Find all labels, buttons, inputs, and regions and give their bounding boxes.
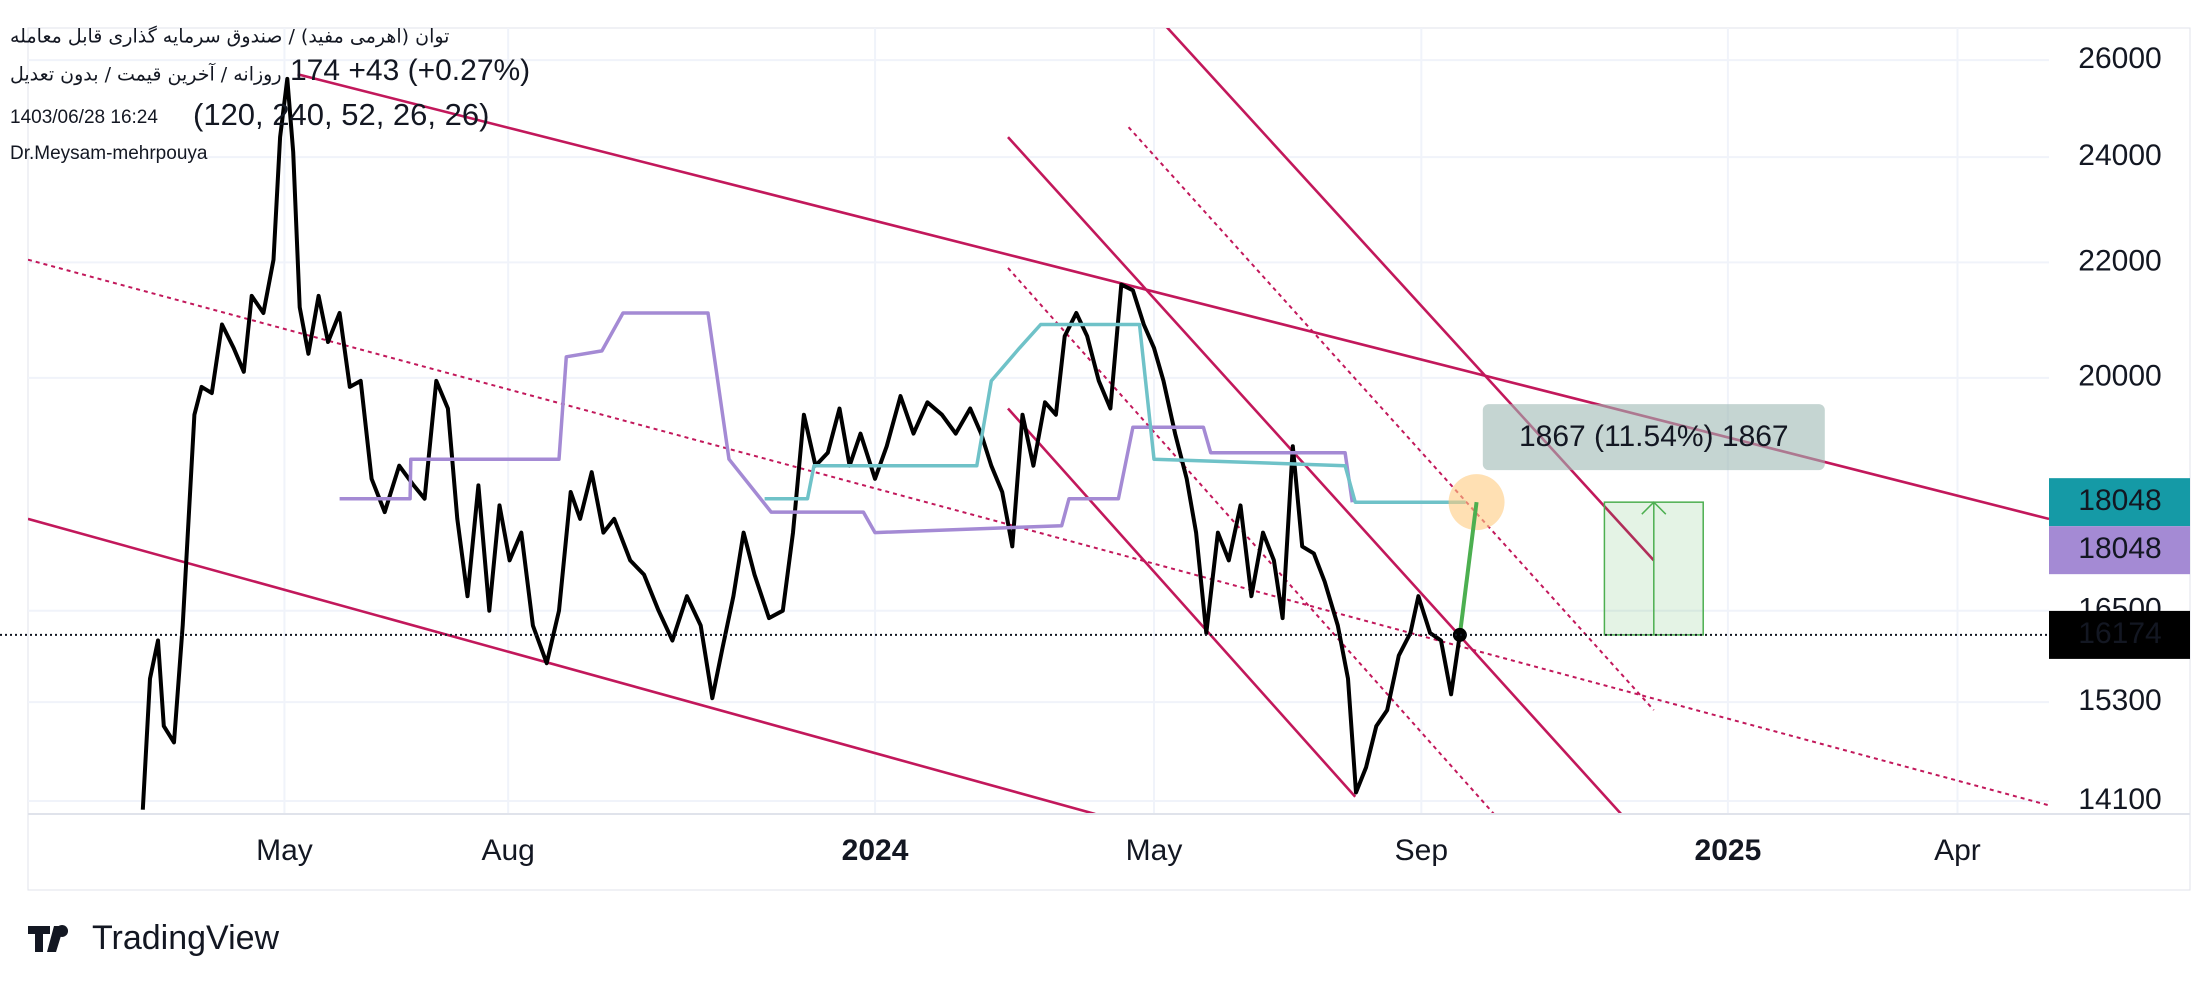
- y-tick-label: 14100: [2078, 783, 2161, 816]
- series-line: [140, 76, 1462, 810]
- trend-line: [1007, 407, 1357, 798]
- params: (120, 240, 52, 26, 26): [193, 97, 489, 132]
- x-tick-label: Apr: [1934, 834, 1981, 867]
- brand: TradingView: [92, 919, 280, 957]
- measure-label-box: [1482, 404, 1825, 471]
- trend-line: [1165, 28, 1655, 562]
- series-line: [764, 322, 1466, 504]
- y-tick-label: 24000: [2078, 139, 2161, 172]
- author: Dr.Meysam-mehrpouya: [10, 143, 208, 164]
- price-label-box: [2049, 526, 2190, 575]
- price-label-box: [2049, 610, 2190, 659]
- measure-label: 1867 (11.54%) 1867: [1519, 420, 1789, 453]
- quote: 174 +43 (+0.27%): [290, 54, 530, 87]
- x-tick-label: 2025: [1695, 834, 1762, 867]
- trend-line: [1007, 267, 1495, 814]
- title: توان (اهرمی مفید) / صندوق سرمایه گذاری ق…: [10, 25, 449, 48]
- brand-logo: [28, 925, 69, 952]
- price-label: 16174: [2078, 617, 2161, 650]
- x-tick-label: May: [1126, 834, 1183, 867]
- series-line: [339, 311, 1355, 535]
- x-tick-label: May: [256, 834, 313, 867]
- x-tick-label: 2024: [842, 834, 909, 867]
- interval: روزانه / آخرین قیمت / بدون تعدیل: [10, 62, 282, 86]
- chart-frame: [27, 27, 2191, 891]
- price-label: 18048: [2078, 484, 2161, 517]
- trend-line: [1007, 136, 1623, 814]
- last-point: [1452, 627, 1467, 642]
- y-tick-label: 20000: [2078, 360, 2161, 393]
- x-tick-label: Aug: [481, 834, 534, 867]
- trend-line: [1127, 126, 1655, 711]
- y-tick-label: 15300: [2078, 684, 2161, 717]
- trend-line: [28, 258, 2049, 807]
- price-label-box: [2049, 478, 2190, 527]
- measure-arrow: [1641, 501, 1667, 635]
- x-tick-label: Sep: [1395, 834, 1448, 867]
- trend-line: [28, 517, 1096, 814]
- price-label: 18048: [2078, 532, 2161, 565]
- y-tick-label: 26000: [2078, 42, 2161, 75]
- arrow-line: [1457, 501, 1479, 636]
- y-tick-label: 22000: [2078, 244, 2161, 277]
- timestamp: 1403/06/28 16:24: [10, 107, 158, 128]
